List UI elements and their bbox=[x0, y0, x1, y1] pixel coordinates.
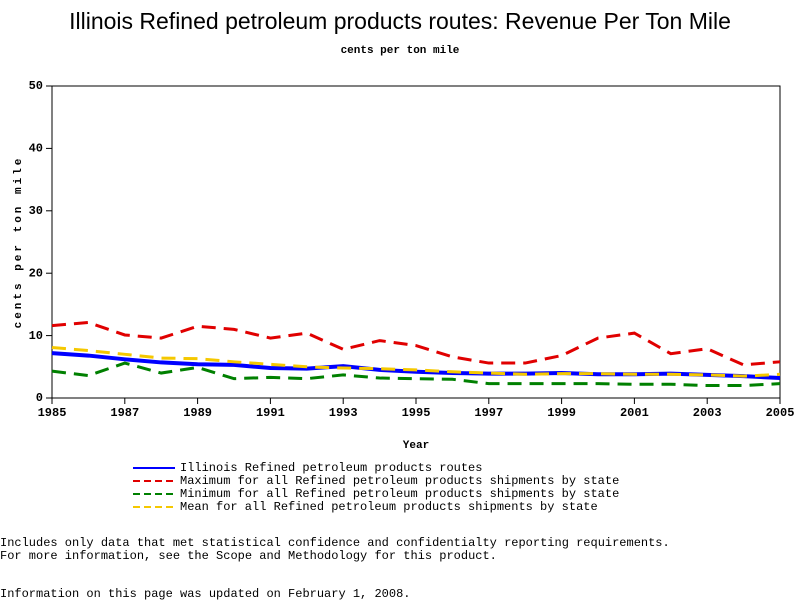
x-tick-label: 1999 bbox=[547, 406, 576, 420]
x-tick-label: 1987 bbox=[110, 406, 139, 420]
y-tick-label: 40 bbox=[29, 142, 43, 156]
y-tick-label: 0 bbox=[36, 391, 43, 405]
update-note: Information on this page was updated on … bbox=[0, 587, 410, 600]
y-axis-label: cents per ton mile bbox=[13, 156, 25, 329]
x-tick-label: 1989 bbox=[183, 406, 212, 420]
y-tick-label: 20 bbox=[29, 266, 43, 280]
y-tick-label: 50 bbox=[29, 79, 43, 93]
series-line bbox=[51, 320, 781, 367]
series-line bbox=[51, 345, 781, 378]
x-tick-label: 2003 bbox=[693, 406, 722, 420]
x-tick-label: 1991 bbox=[256, 406, 285, 420]
plot-frame bbox=[51, 85, 781, 399]
x-axis-label: Year bbox=[403, 440, 429, 452]
chart-subtitle: cents per ton mile bbox=[341, 45, 460, 57]
x-tick-label: 1997 bbox=[474, 406, 503, 420]
chart-title: Illinois Refined petroleum products rout… bbox=[69, 8, 731, 34]
x-tick-label: 1993 bbox=[329, 406, 358, 420]
legend-label: Minimum for all Refined petroleum produc… bbox=[180, 487, 619, 501]
footnote: For more information, see the Scope and … bbox=[0, 549, 497, 563]
legend-label: Illinois Refined petroleum products rout… bbox=[180, 461, 482, 475]
x-tick-label: 1995 bbox=[402, 406, 431, 420]
x-tick-label: 1985 bbox=[38, 406, 67, 420]
y-tick-label: 30 bbox=[29, 204, 43, 218]
x-tick-label: 2001 bbox=[620, 406, 649, 420]
x-tick-label: 2005 bbox=[766, 406, 795, 420]
y-tick-label: 10 bbox=[29, 329, 43, 343]
legend-label: Mean for all Refined petroleum products … bbox=[180, 500, 598, 514]
legend-label: Maximum for all Refined petroleum produc… bbox=[180, 474, 619, 488]
footnote: Includes only data that met statistical … bbox=[0, 536, 670, 550]
